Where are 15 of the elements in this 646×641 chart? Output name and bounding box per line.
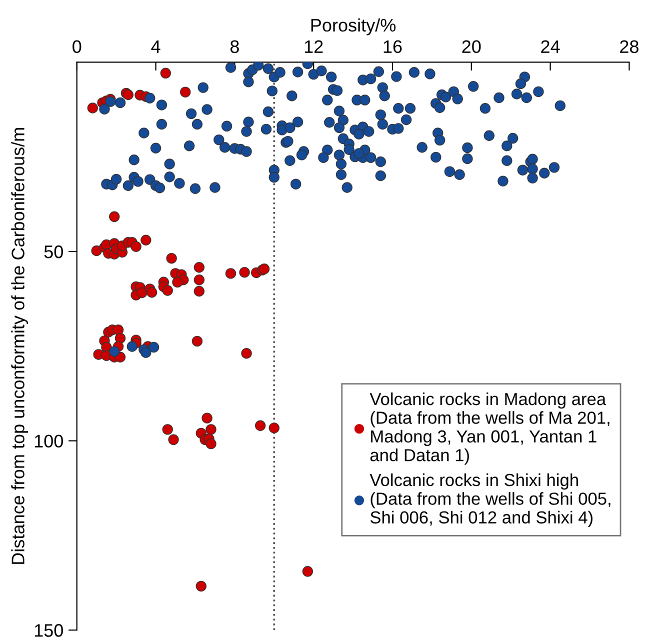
x-tick-label: 28 <box>620 40 638 54</box>
y-tick-label: 150 <box>34 624 63 637</box>
legend-label: Volcanic rocks in Madong area (Data from the wells of Ma 201, Madong 3, Yan 001, Yantan 1 and Datan 1) <box>370 392 610 465</box>
x-tick-label: 16 <box>384 40 402 54</box>
y-tick-label: 100 <box>34 434 63 448</box>
x-tick-label: 8 <box>230 40 239 54</box>
legend-label: Volcanic rocks in Shixi high (Data from the wells of Shi 005, Shi 006, Shi 012 and Shixi 4) <box>370 473 610 527</box>
y-tick-label: 50 <box>44 245 63 258</box>
x-tick-label: 24 <box>541 40 560 53</box>
x-tick-label: 4 <box>151 40 160 53</box>
x-tick-label: 12 <box>304 40 323 53</box>
x-tick-label: 20 <box>462 40 481 54</box>
x-tick-label: 0 <box>72 40 82 54</box>
x-axis-title: Porosity/% <box>311 18 396 36</box>
y-axis-title: Distance from top unconformity of the Carboniferous/m <box>11 128 28 564</box>
